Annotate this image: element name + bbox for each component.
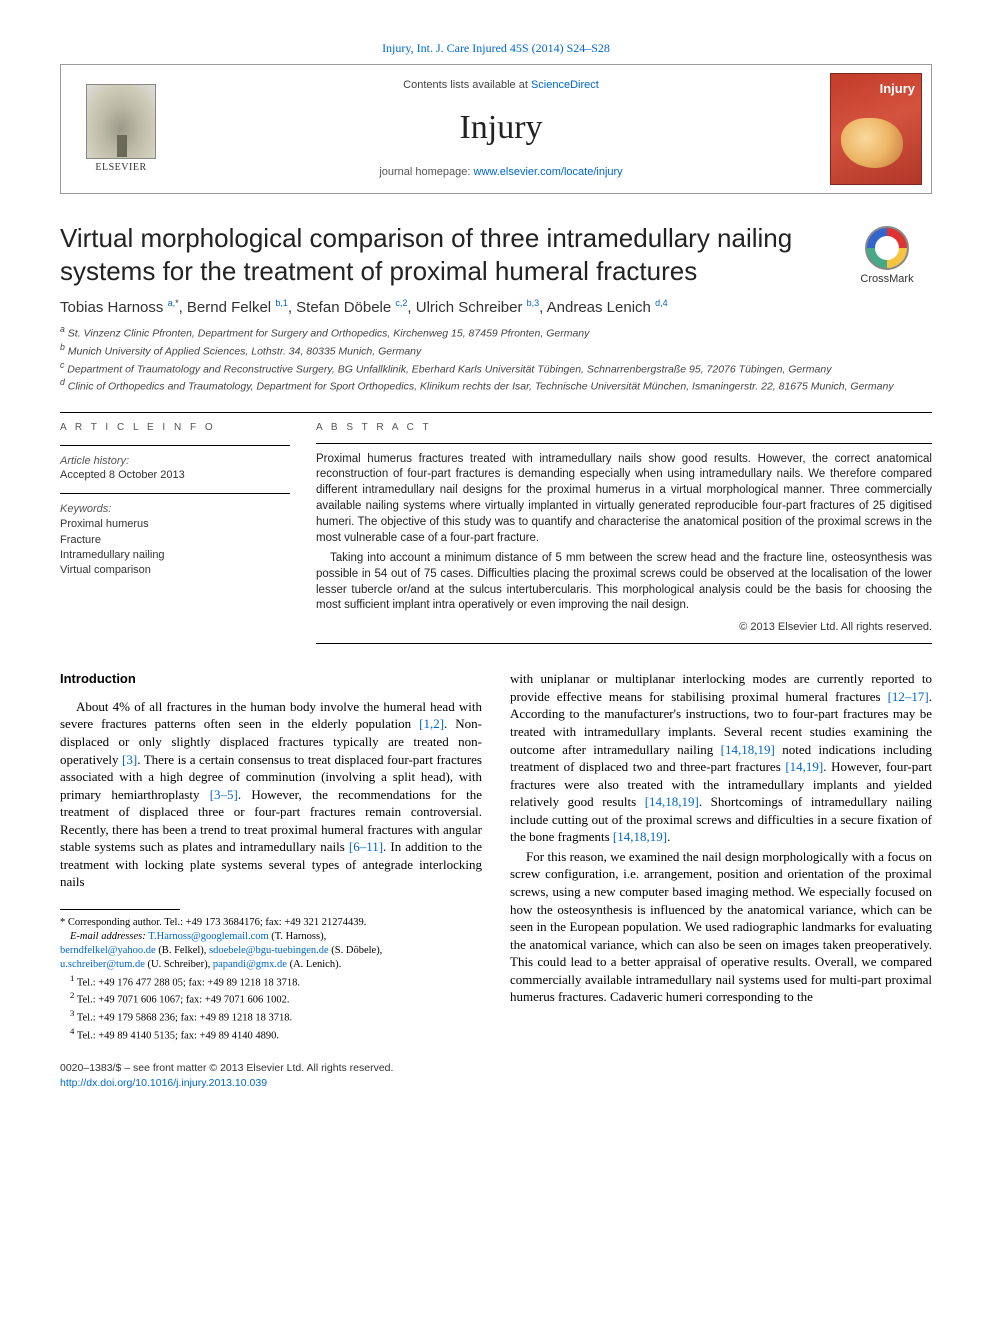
article-info: A R T I C L E I N F O Article history: A…: [60, 421, 290, 644]
contents-prefix: Contents lists available at: [403, 79, 531, 91]
elsevier-tree-icon: [86, 84, 156, 159]
keyword: Virtual comparison: [60, 563, 290, 578]
footnote-2: 2 Tel.: +49 7071 606 1067; fax: +49 7071…: [60, 990, 482, 1008]
ref-link[interactable]: [3–5]: [210, 787, 238, 802]
footnote-1: 1 Tel.: +49 176 477 288 05; fax: +49 89 …: [60, 973, 482, 991]
email-link[interactable]: sdoebele@bgu-tuebingen.de: [209, 945, 329, 956]
crossmark-badge[interactable]: CrossMark: [842, 226, 932, 287]
abstract-p2: Taking into account a minimum distance o…: [316, 551, 932, 614]
intro-para-3: For this reason, we examined the nail de…: [510, 848, 932, 1006]
affiliation-a: a St. Vinzenz Clinic Pfronten, Departmen…: [60, 324, 932, 341]
ref-link[interactable]: [1,2]: [419, 716, 444, 731]
article-info-heading: A R T I C L E I N F O: [60, 421, 290, 435]
email-link[interactable]: T.Harnoss@googlemail.com: [148, 931, 268, 942]
cover-title: Injury: [880, 80, 915, 98]
ref-link[interactable]: [14,18,19]: [721, 742, 775, 757]
keyword: Proximal humerus: [60, 517, 290, 532]
ref-link[interactable]: [12–17]: [888, 689, 929, 704]
abstract: A B S T R A C T Proximal humerus fractur…: [316, 421, 932, 644]
front-matter: 0020–1383/$ – see front matter © 2013 El…: [60, 1061, 482, 1089]
intro-para-2: with uniplanar or multiplanar interlocki…: [510, 670, 932, 845]
crossmark-icon: [865, 226, 909, 270]
ref-link[interactable]: [14,19]: [785, 759, 823, 774]
citation-link[interactable]: Injury, Int. J. Care Injured 45S (2014) …: [382, 41, 610, 55]
footnotes: * Corresponding author. Tel.: +49 173 36…: [60, 916, 482, 1043]
affiliations: a St. Vinzenz Clinic Pfronten, Departmen…: [60, 324, 932, 394]
accepted-date: Accepted 8 October 2013: [60, 468, 290, 483]
abstract-copyright: © 2013 Elsevier Ltd. All rights reserved…: [316, 620, 932, 635]
article-title: Virtual morphological comparison of thre…: [60, 222, 824, 287]
journal-name: Injury: [459, 105, 542, 151]
contents-available: Contents lists available at ScienceDirec…: [403, 78, 599, 93]
homepage-prefix: journal homepage:: [379, 166, 473, 178]
footnote-3: 3 Tel.: +49 179 5868 236; fax: +49 89 12…: [60, 1008, 482, 1026]
email-link[interactable]: papandi@gmx.de: [213, 959, 287, 970]
cover-art-icon: [841, 118, 903, 168]
abstract-heading: A B S T R A C T: [316, 421, 932, 435]
doi-link[interactable]: http://dx.doi.org/10.1016/j.injury.2013.…: [60, 1077, 267, 1089]
sciencedirect-link[interactable]: ScienceDirect: [531, 79, 599, 91]
affiliation-b: b Munich University of Applied Sciences,…: [60, 342, 932, 359]
journal-homepage: journal homepage: www.elsevier.com/locat…: [379, 165, 622, 180]
email-addresses: E-mail addresses: T.Harnoss@googlemail.c…: [60, 930, 482, 973]
intro-para-1: About 4% of all fractures in the human b…: [60, 698, 482, 891]
crossmark-label: CrossMark: [860, 272, 913, 287]
footnote-rule: [60, 909, 180, 910]
body-text: Introduction About 4% of all fractures i…: [60, 670, 932, 1089]
section-heading-introduction: Introduction: [60, 670, 482, 688]
ref-link[interactable]: [6–11]: [349, 839, 383, 854]
affiliation-c: c Department of Traumatology and Reconst…: [60, 360, 932, 377]
keyword: Fracture: [60, 533, 290, 548]
journal-cover: Injury: [821, 65, 931, 193]
email-link[interactable]: berndfelkel@yahoo.de: [60, 945, 156, 956]
abstract-p1: Proximal humerus fractures treated with …: [316, 452, 932, 547]
affiliation-d: d Clinic of Orthopedics and Traumatology…: [60, 377, 932, 394]
keywords-label: Keywords:: [60, 502, 290, 517]
homepage-link[interactable]: www.elsevier.com/locate/injury: [474, 166, 623, 178]
footnote-4: 4 Tel.: +49 89 4140 5135; fax: +49 89 41…: [60, 1026, 482, 1044]
email-link[interactable]: u.schreiber@tum.de: [60, 959, 145, 970]
publisher-label: ELSEVIER: [95, 161, 146, 175]
journal-header: ELSEVIER Contents lists available at Sci…: [60, 64, 932, 194]
ref-link[interactable]: [3]: [122, 752, 137, 767]
corresponding-author: * Corresponding author. Tel.: +49 173 36…: [60, 916, 482, 930]
publisher-logo: ELSEVIER: [61, 65, 181, 193]
citation-line: Injury, Int. J. Care Injured 45S (2014) …: [60, 40, 932, 56]
history-label: Article history:: [60, 454, 290, 469]
ref-link[interactable]: [14,18,19]: [613, 829, 667, 844]
front-matter-line: 0020–1383/$ – see front matter © 2013 El…: [60, 1061, 482, 1075]
author-list: Tobias Harnoss a,*, Bernd Felkel b,1, St…: [60, 297, 932, 318]
ref-link[interactable]: [14,18,19]: [645, 794, 699, 809]
keyword: Intramedullary nailing: [60, 548, 290, 563]
